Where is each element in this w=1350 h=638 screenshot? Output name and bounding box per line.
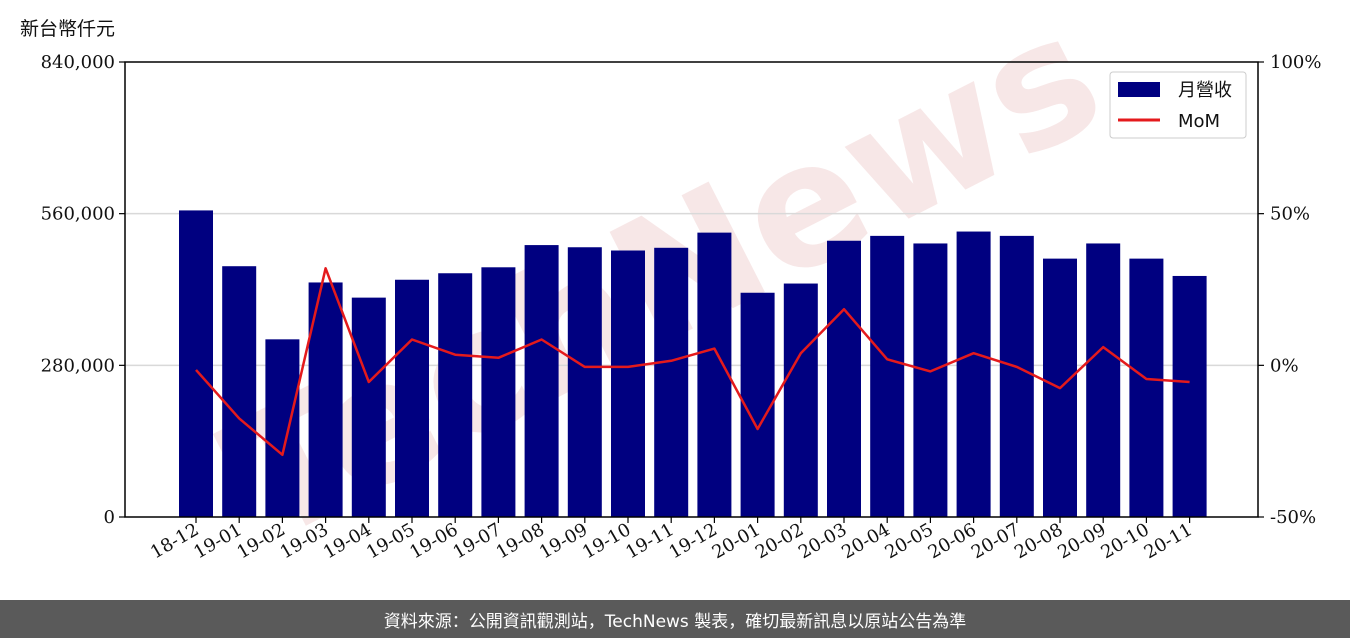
x-tick-label: 19-11 — [622, 519, 677, 563]
bar — [481, 267, 516, 517]
x-tick-label: 20-03 — [795, 519, 850, 563]
legend-swatch-bar — [1118, 82, 1160, 97]
x-tick-label: 20-02 — [752, 519, 807, 563]
x-tick-label: 19-07 — [449, 519, 504, 563]
x-tick-label: 20-04 — [838, 519, 893, 563]
x-tick-label: 19-12 — [665, 519, 720, 563]
bar — [222, 266, 257, 517]
bar — [438, 273, 473, 517]
x-tick-label: 19-01 — [190, 519, 245, 563]
x-tick-label: 19-06 — [406, 519, 461, 563]
y-left-tick-label: 280,000 — [41, 355, 115, 376]
y-left-tick-label: 840,000 — [41, 52, 115, 73]
bar — [1129, 258, 1164, 517]
bar — [913, 243, 948, 518]
x-tick-label: 20-01 — [709, 519, 764, 563]
bar — [783, 283, 818, 517]
bar — [179, 210, 213, 517]
bar — [567, 247, 602, 517]
y-left-tick-label: 560,000 — [41, 204, 115, 225]
plot-frame — [124, 61, 1259, 518]
bar — [351, 297, 386, 517]
x-tick-label: 20-07 — [968, 519, 1023, 563]
x-tick-label: 20-11 — [1141, 519, 1196, 563]
bar — [611, 250, 645, 517]
bar — [697, 232, 732, 517]
x-tick-label: 20-06 — [925, 519, 980, 563]
legend-label-bar: 月營收 — [1178, 80, 1232, 101]
bar — [956, 231, 991, 517]
bar — [524, 245, 559, 518]
bar — [870, 235, 905, 517]
bar — [827, 240, 861, 517]
y-right-tick-label: 100% — [1270, 52, 1321, 73]
y-left-tick-label: 0 — [104, 507, 115, 528]
x-tick-label: 20-10 — [1097, 519, 1152, 563]
x-tick-label: 19-10 — [579, 519, 634, 563]
unit-label: 新台幣仟元 — [20, 18, 116, 40]
bar — [395, 279, 429, 517]
bar — [999, 235, 1034, 517]
x-tick-label: 20-08 — [1011, 519, 1066, 563]
legend-label-line: MoM — [1178, 111, 1220, 132]
x-tick-label: 20-05 — [881, 519, 936, 563]
x-tick-label: 19-08 — [493, 519, 548, 563]
bar — [265, 339, 300, 517]
y-right-tick-label: 0% — [1270, 355, 1299, 376]
chart: TechNews0280,000560,000840,000-50%0%50%1… — [41, 0, 1322, 581]
bar — [654, 247, 689, 517]
bar — [1172, 275, 1207, 517]
x-tick-label: 20-09 — [1054, 519, 1109, 563]
x-tick-label: 18-12 — [147, 519, 202, 563]
y-right-tick-label: 50% — [1270, 204, 1310, 225]
x-tick-label: 19-09 — [536, 519, 591, 563]
source-footer: 資料來源：公開資訊觀測站，TechNews 製表，確切最新訊息以原站公告為準 — [0, 600, 1350, 638]
bar — [1086, 243, 1121, 518]
y-right-tick-label: -50% — [1270, 507, 1316, 528]
bar — [740, 292, 775, 517]
chart-svg: TechNews0280,000560,000840,000-50%0%50%1… — [41, 0, 1322, 581]
mom-line — [195, 267, 1190, 457]
